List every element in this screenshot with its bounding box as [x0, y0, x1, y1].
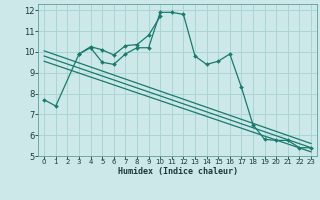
X-axis label: Humidex (Indice chaleur): Humidex (Indice chaleur) — [118, 167, 238, 176]
